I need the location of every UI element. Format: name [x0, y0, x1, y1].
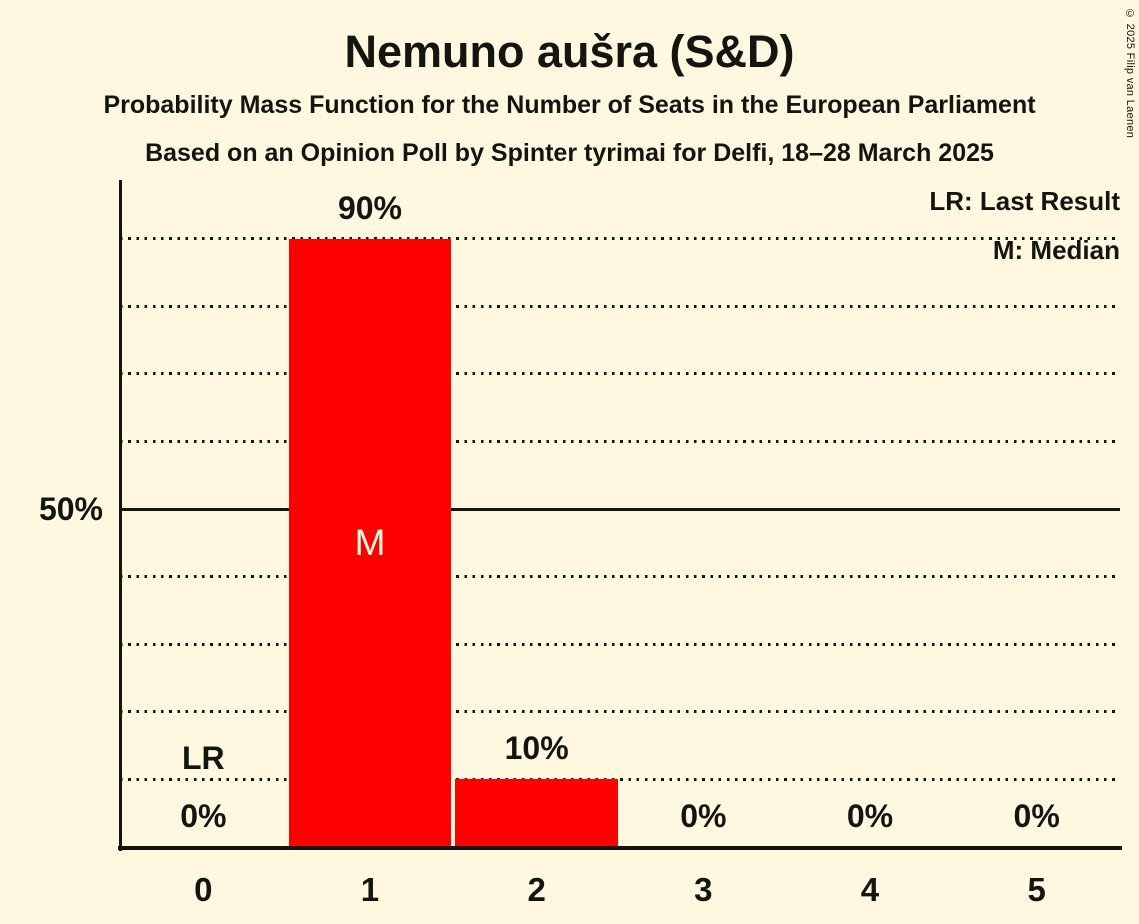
gridline-dotted-40 — [120, 575, 1120, 579]
bar-value-label-2: 10% — [504, 730, 569, 767]
x-tick-label-0: 0 — [194, 871, 213, 908]
y-axis-tick-label: 50% — [38, 491, 103, 527]
bar-value-label-1: 90% — [337, 189, 402, 226]
x-tick-label-4: 4 — [860, 871, 880, 908]
last-result-label: LR — [182, 740, 225, 776]
subtitle-line2: Based on an Opinion Poll by Spinter tyri… — [145, 139, 994, 167]
bar-value-label-3: 0% — [680, 798, 727, 834]
gridline-solid-50 — [120, 507, 1120, 511]
bar-value-label-0: 0% — [180, 798, 227, 834]
copyright-note: © 2025 Filip van Laenen — [1124, 8, 1136, 139]
x-axis-line — [118, 846, 1122, 850]
gridline-dotted-10 — [120, 777, 1120, 781]
plot-area: 0% 0 90% 1 10% 2 0% 3 0% 4 0% 5 LR M — [118, 180, 1122, 908]
x-tick-label-1: 1 — [360, 871, 380, 908]
gridline-dotted-90 — [120, 237, 1120, 241]
bar-value-label-4: 0% — [846, 798, 894, 834]
gridline-dotted-70 — [120, 372, 1120, 376]
x-tick-label-3: 3 — [694, 871, 713, 908]
gridline-dotted-30 — [120, 642, 1120, 646]
bar-seat-1 — [288, 238, 452, 847]
bar-seat-2 — [455, 779, 618, 847]
median-label: M — [354, 521, 386, 563]
gridline-dotted-20 — [120, 710, 1120, 714]
x-tick-label-2: 2 — [527, 871, 546, 908]
x-tick-label-5: 5 — [1027, 871, 1046, 908]
subtitle-line1: Probability Mass Function for the Number… — [103, 91, 1036, 119]
y-axis-line — [119, 180, 122, 851]
legend-last-result: LR: Last Result — [929, 186, 1120, 216]
page-title: Nemuno aušra (S&D) — [344, 26, 795, 77]
gridline-dotted-80 — [120, 304, 1120, 308]
bar-value-label-5: 0% — [1013, 798, 1060, 834]
gridline-dotted-60 — [120, 439, 1120, 443]
